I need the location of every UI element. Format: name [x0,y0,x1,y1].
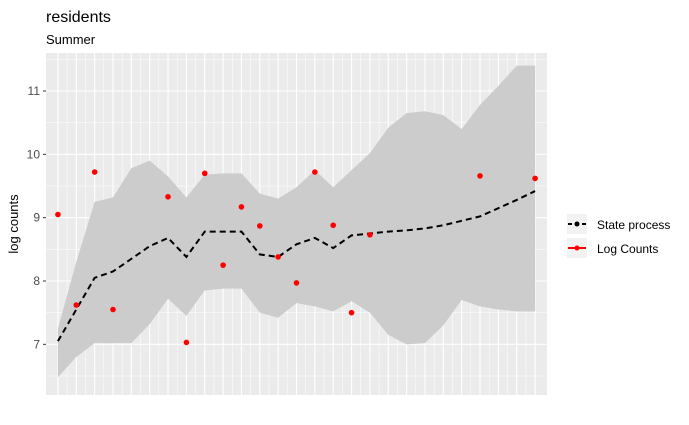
state-process-line [57,190,536,342]
log-count-point [165,193,171,200]
y-axis-ticks: 7 8 9 10 11 [27,84,46,351]
band-area [57,65,536,378]
log-count-point [477,173,483,179]
legend-dot-log-counts [574,245,580,251]
chart-title: residents [46,9,111,26]
y-tick-label: 11 [28,84,41,98]
log-count-point [73,302,80,308]
legend-dot-state-process [574,221,580,227]
log-count-point [256,223,263,229]
log-count-point [238,204,245,210]
y-tick-label: 8 [33,274,40,288]
log-count-point [220,262,226,268]
log-count-point [55,211,61,218]
state-process-path [57,190,536,342]
log-count-point [293,280,300,286]
log-count-points [55,169,538,346]
legend: State process Log Counts [567,214,670,258]
log-count-point [532,175,538,182]
log-count-point [275,254,281,260]
y-tick-label: 10 [27,147,41,161]
log-count-point [330,222,337,229]
y-tick-label: 9 [33,211,40,225]
log-count-point [183,339,190,346]
log-count-point [348,309,355,316]
log-count-point [110,306,116,313]
legend-label-state-process: State process [597,218,670,232]
log-count-point [367,231,373,238]
chart-subtitle: Summer [46,32,96,47]
confidence-band [57,65,536,378]
log-count-point [201,170,208,177]
log-count-point [91,169,98,175]
legend-label-log-counts: Log Counts [597,242,658,256]
log-count-point [312,169,318,175]
y-tick-label: 7 [33,337,40,351]
y-axis-title: log counts [6,194,21,254]
